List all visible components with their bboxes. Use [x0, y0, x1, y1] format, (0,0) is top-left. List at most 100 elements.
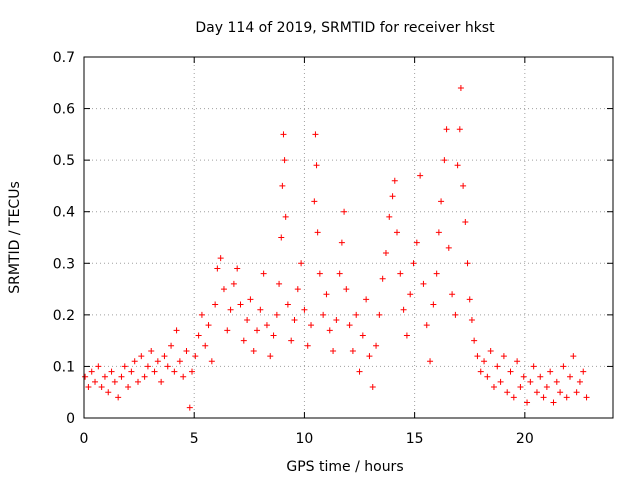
data-point [471, 337, 478, 344]
data-point [161, 353, 168, 360]
data-point [230, 280, 237, 287]
data-point [118, 373, 125, 380]
data-point [171, 368, 178, 375]
data-point [154, 358, 161, 365]
grid [84, 57, 613, 418]
data-point [413, 239, 420, 246]
data-point [389, 193, 396, 200]
data-point [349, 347, 356, 354]
data-point [474, 353, 481, 360]
data-point [456, 126, 463, 133]
data-point [227, 306, 234, 313]
y-tick-label: 0.3 [53, 256, 75, 272]
x-tick-label: 5 [190, 431, 199, 447]
data-point [497, 378, 504, 385]
data-point [468, 317, 475, 324]
data-point [316, 270, 323, 277]
data-point [195, 332, 202, 339]
data-point [407, 291, 414, 298]
data-point [180, 373, 187, 380]
data-point [391, 177, 398, 184]
data-point [449, 291, 456, 298]
data-point [205, 322, 212, 329]
y-tick-label: 0.5 [53, 153, 75, 169]
data-point [131, 358, 138, 365]
data-point [220, 286, 227, 293]
data-point [244, 317, 251, 324]
data-point [369, 384, 376, 391]
x-tick-label: 10 [296, 431, 314, 447]
data-point [353, 311, 360, 318]
data-point [237, 301, 244, 308]
y-tick-label: 0.6 [53, 102, 75, 118]
data-point [445, 244, 452, 251]
y-tick-label: 0.7 [53, 50, 75, 66]
data-point [164, 363, 171, 370]
data-point [281, 157, 288, 164]
data-point [464, 260, 471, 267]
data-point [304, 342, 311, 349]
y-tick-label: 0 [66, 411, 75, 427]
data-point [510, 394, 517, 401]
data-point [151, 368, 158, 375]
data-markers [82, 84, 590, 411]
data-point [359, 332, 366, 339]
data-point [311, 198, 318, 205]
data-point [462, 219, 469, 226]
data-point [138, 353, 145, 360]
data-point [298, 260, 305, 267]
data-point [270, 332, 277, 339]
data-point [400, 306, 407, 313]
data-point [460, 182, 467, 189]
data-point [423, 322, 430, 329]
data-point [148, 347, 155, 354]
data-point [101, 373, 108, 380]
data-point [373, 342, 380, 349]
data-point [490, 384, 497, 391]
data-point [376, 311, 383, 318]
data-point [457, 84, 464, 91]
data-point [212, 301, 219, 308]
data-point [294, 286, 301, 293]
data-point [379, 275, 386, 282]
data-point [257, 306, 264, 313]
data-point [417, 172, 424, 179]
data-point [224, 327, 231, 334]
data-point [95, 363, 102, 370]
data-point [366, 353, 373, 360]
data-point [279, 182, 286, 189]
y-tick-label: 0.1 [53, 359, 75, 375]
data-point [125, 384, 132, 391]
data-point [494, 363, 501, 370]
x-axis-label: GPS time / hours [286, 459, 403, 475]
data-point [500, 353, 507, 360]
data-point [403, 332, 410, 339]
data-point [192, 353, 199, 360]
data-point [527, 378, 534, 385]
data-point [128, 368, 135, 375]
data-point [363, 296, 370, 303]
data-point [504, 389, 511, 396]
data-point [576, 378, 583, 385]
tick-labels: 0 5 10 15 20 0 0.1 0.2 0.3 0.4 0.5 0.6 0.7 [53, 50, 534, 447]
data-point [141, 373, 148, 380]
data-point [573, 389, 580, 396]
data-point [267, 353, 274, 360]
data-point [312, 131, 319, 138]
data-point [553, 378, 560, 385]
data-point [484, 373, 491, 380]
data-point [308, 322, 315, 329]
data-point [466, 296, 473, 303]
data-point [260, 270, 267, 277]
data-point [217, 255, 224, 262]
data-point [427, 358, 434, 365]
data-point [280, 131, 287, 138]
data-point [420, 280, 427, 287]
data-point [176, 358, 183, 365]
data-point [346, 322, 353, 329]
data-point [92, 378, 99, 385]
data-point [82, 373, 89, 380]
data-point [487, 347, 494, 354]
data-point [517, 384, 524, 391]
